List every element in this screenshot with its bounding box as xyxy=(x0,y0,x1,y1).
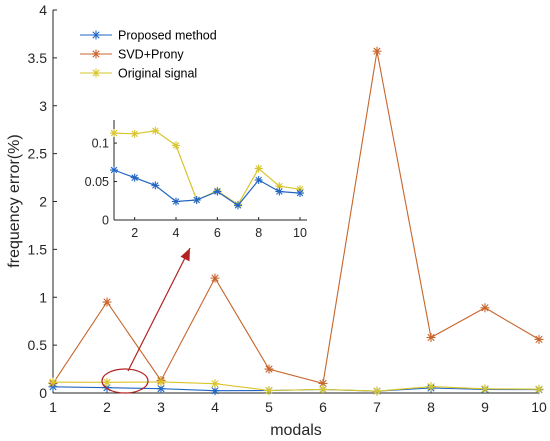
x-tick-label: 6 xyxy=(319,399,327,415)
series-line xyxy=(52,381,540,392)
inset-data-point xyxy=(296,189,304,198)
legend-item-proposed-method: Proposed method xyxy=(80,29,217,43)
y-axis-label: frequency error(%) xyxy=(6,134,23,267)
inset-x-tick-label: 8 xyxy=(255,226,262,240)
legend-label: SVD+Prony xyxy=(118,48,184,62)
data-point xyxy=(156,377,166,387)
inset-series-proposed-method xyxy=(110,166,304,210)
inset-y-tick-label: 0.1 xyxy=(92,137,109,151)
series-original-signal xyxy=(48,377,544,396)
data-point xyxy=(264,364,274,374)
legend-marker xyxy=(91,49,101,59)
y-tick-label: 2 xyxy=(39,194,47,210)
zoom-arrow-head xyxy=(180,248,190,262)
legend-item-original-signal: Original signal xyxy=(80,67,197,81)
inset-data-point xyxy=(110,129,118,138)
y-tick-label: 0 xyxy=(39,385,47,401)
inset-x-tick-label: 4 xyxy=(173,226,180,240)
legend-marker xyxy=(91,30,101,40)
inset-data-point xyxy=(172,197,180,206)
inset-data-point xyxy=(192,196,201,204)
inset-data-point xyxy=(254,164,263,173)
y-tick-label: 1.5 xyxy=(28,241,48,257)
zoom-arrow xyxy=(127,247,191,372)
data-point xyxy=(210,379,220,389)
inset-series xyxy=(110,126,304,210)
data-point xyxy=(102,297,112,307)
y-tick-label: 1 xyxy=(39,289,47,305)
y-tick-label: 4 xyxy=(39,2,47,18)
x-axis-label: modals xyxy=(270,422,322,439)
series-line xyxy=(52,386,540,392)
legend-item-svd-prony: SVD+Prony xyxy=(80,48,184,62)
series-svd-prony xyxy=(48,46,544,388)
inset-data-point xyxy=(110,166,118,174)
x-tick-label: 9 xyxy=(481,399,489,415)
inset-data-point xyxy=(213,187,222,196)
x-tick-label: 5 xyxy=(265,399,273,415)
inset-data-point xyxy=(130,129,139,138)
inset-data-point xyxy=(151,126,160,135)
x-tick-label: 10 xyxy=(531,399,547,415)
inset-x-tick-label: 2 xyxy=(131,226,138,240)
data-point xyxy=(372,386,382,396)
legend-marker xyxy=(91,68,101,78)
data-point xyxy=(210,273,220,283)
main-series xyxy=(48,46,544,396)
inset-x-tick-label: 6 xyxy=(214,226,221,240)
data-point xyxy=(480,303,490,313)
legend: Proposed method SVD+Prony Original signal xyxy=(80,29,217,81)
series-proposed-method xyxy=(48,382,544,396)
x-tick-label: 2 xyxy=(103,399,111,415)
data-point xyxy=(102,377,112,387)
inset-axes xyxy=(113,120,307,221)
legend-label: Proposed method xyxy=(118,29,217,43)
x-tick-label: 3 xyxy=(157,399,165,415)
zoom-annotation xyxy=(101,247,191,394)
inset-data-point xyxy=(275,187,284,196)
data-point xyxy=(480,384,490,394)
x-tick-label: 4 xyxy=(211,399,219,415)
inset-ticks: 2 4 6 8 10 0 0.05 0.1 xyxy=(85,137,307,240)
y-tick-label: 0.5 xyxy=(28,337,48,353)
data-point xyxy=(426,332,436,342)
legend-label: Original signal xyxy=(118,67,197,81)
data-point xyxy=(534,384,544,394)
inset-data-point xyxy=(151,181,160,190)
data-point xyxy=(372,46,382,56)
inset-data-point xyxy=(254,176,263,184)
inset-series-line xyxy=(113,169,301,207)
inset-y-tick-label: 0 xyxy=(102,214,109,228)
main-ticks: 1 2 3 4 5 6 7 8 9 10 0 0.5 1 1.5 2 2.5 3 3.5 4 xyxy=(28,2,547,415)
zoom-ellipse xyxy=(101,368,149,394)
y-tick-label: 3.5 xyxy=(28,50,48,66)
inset-data-point xyxy=(172,141,180,150)
data-point xyxy=(264,386,274,396)
inset-x-tick-label: 10 xyxy=(293,226,307,240)
x-tick-label: 8 xyxy=(427,399,435,415)
data-point xyxy=(534,334,544,344)
y-tick-label: 2.5 xyxy=(28,146,48,162)
data-point xyxy=(318,384,328,394)
data-point xyxy=(48,377,58,387)
inset-y-tick-label: 0.05 xyxy=(85,175,109,189)
inset-data-point xyxy=(130,173,139,182)
data-point xyxy=(426,382,436,392)
series-line xyxy=(52,51,540,385)
inset-data-point xyxy=(234,201,242,210)
y-tick-label: 3 xyxy=(39,98,47,114)
x-tick-label: 7 xyxy=(373,399,381,415)
x-tick-label: 1 xyxy=(49,399,57,415)
